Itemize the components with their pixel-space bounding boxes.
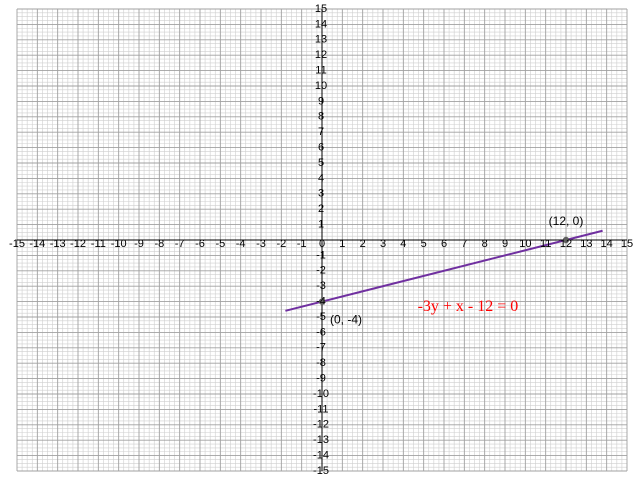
y-tick-label: 13: [315, 34, 327, 46]
y-tick-label: -15: [313, 465, 329, 477]
x-tick-label: 10: [519, 238, 531, 250]
y-tick-label: 10: [315, 80, 327, 92]
points-layer: (0, -4) (12, 0): [318, 214, 584, 327]
x-tick-label: -2: [276, 238, 286, 250]
y-tick-label: -8: [316, 357, 326, 369]
y-tick-label: 4: [318, 172, 324, 184]
x-tick-label: -15: [9, 238, 25, 250]
x-tick-label: 0: [319, 238, 325, 250]
x-tick-label: -13: [50, 238, 66, 250]
y-tick-label: 5: [318, 157, 324, 169]
x-tick-label: -9: [134, 238, 144, 250]
y-tick-label: 3: [318, 188, 324, 200]
x-tick-label: 11: [540, 238, 551, 250]
axes: [17, 9, 627, 471]
x-tick-label: 14: [601, 238, 613, 250]
y-tick-label: 8: [318, 111, 324, 123]
y-tick-label: 1: [318, 219, 324, 231]
y-tick-label: 14: [315, 18, 327, 30]
x-tick-label: 12: [560, 238, 572, 250]
y-tick-label: -11: [313, 403, 328, 415]
x-tick-label: 15: [621, 238, 633, 250]
x-tick-label: 8: [482, 238, 488, 250]
y-tick-label: 2: [318, 203, 324, 215]
y-tick-label: -5: [316, 311, 326, 323]
x-tick-label: -10: [111, 238, 127, 250]
y-tick-label: 9: [318, 95, 324, 107]
y-tick-label: -14: [313, 450, 329, 462]
x-tick-label: -14: [29, 238, 45, 250]
y-tick-label: 12: [315, 49, 327, 61]
y-tick-label: -7: [316, 342, 326, 354]
x-tick-label: 13: [580, 238, 592, 250]
x-tick-label: 9: [502, 238, 508, 250]
data-point: [562, 236, 570, 244]
y-tick-label: -1: [316, 249, 326, 261]
series-line: [285, 229, 603, 312]
x-tick-labels: -15 -14 -13 -12 -11 -10 -9 -8 -7 -6 -5 -4 -3 -2 -1 0 1 2 3…: [9, 238, 633, 250]
y-tick-label: -2: [316, 265, 326, 277]
data-point: [318, 298, 326, 305]
x-tick-label: -3: [256, 238, 266, 250]
x-tick-label: -1: [297, 238, 307, 250]
x-tick-label: 5: [421, 238, 427, 250]
x-tick-label: -6: [195, 238, 205, 250]
x-tick-label: -12: [70, 238, 86, 250]
y-tick-label: 7: [318, 126, 324, 138]
y-tick-label: -6: [316, 326, 326, 338]
equation-label: -3y + x - 12 = 0: [418, 298, 519, 315]
y-tick-label: 6: [318, 142, 324, 154]
y-tick-label: -9: [316, 373, 326, 385]
series-layer: [285, 229, 603, 312]
x-tick-label: -4: [236, 238, 246, 250]
x-tick-label: 1: [339, 238, 345, 250]
x-tick-label: 7: [461, 238, 467, 250]
x-tick-label: -8: [154, 238, 164, 250]
x-tick-label: -7: [175, 238, 185, 250]
point-label: (12, 0): [549, 214, 584, 228]
x-tick-label: 2: [360, 238, 366, 250]
x-tick-label: 6: [441, 238, 447, 250]
y-tick-label: -3: [316, 280, 326, 292]
x-tick-label: -11: [91, 238, 106, 250]
point-label: (0, -4): [330, 313, 362, 327]
y-tick-label: -4: [316, 296, 326, 308]
y-tick-label: 15: [315, 3, 327, 15]
y-tick-label: -12: [313, 419, 329, 431]
x-tick-label: 3: [380, 238, 386, 250]
x-tick-label: 4: [400, 238, 406, 250]
x-tick-label: -5: [215, 238, 225, 250]
y-tick-labels: 15 14 13 12 11 10 9 8 7 6 5 4 3 2 1 -1 -2 -3 -4 -5 -6 -7 -8 -9 -…: [313, 3, 329, 477]
y-tick-label: -10: [313, 388, 329, 400]
y-tick-label: -13: [313, 434, 329, 446]
y-tick-label: 11: [315, 65, 326, 77]
